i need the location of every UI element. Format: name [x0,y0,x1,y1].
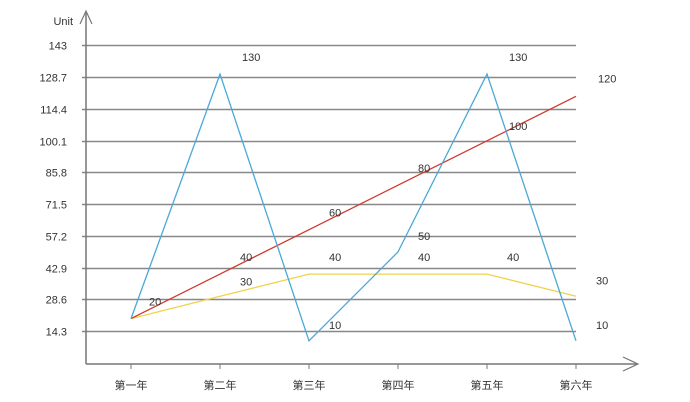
data-label: 130 [242,52,260,64]
y-axis-tick-labels: 14.3 28.6 42.9 57.2 71.5 85.8 100.1 114.4 128.7 1… [39,41,67,339]
y-tick-label: 143 [49,41,67,53]
series-line-red [130,95,577,320]
y-axis-arrow-icon [79,9,93,25]
x-tick-label: 第三年 [293,378,326,392]
y-tick-label: 71.5 [46,200,67,212]
data-label: 50 [418,231,430,243]
gridlines [82,44,576,333]
y-tick-label: 100.1 [39,137,67,149]
data-label: 80 [418,163,430,175]
data-label: 100 [509,121,527,133]
axes: Unit [53,9,640,372]
y-tick-label: 14.3 [46,327,67,339]
data-series [130,72,577,343]
series-line-yellow [130,273,577,320]
data-label: 40 [240,252,252,264]
data-label: 20 [149,297,161,309]
y-tick-label: 28.6 [46,295,67,307]
x-axis-ticks: 第一年 第二年 第三年 第四年 第五年 第六年 [115,364,593,392]
y-tick-label: 85.8 [46,168,67,180]
data-label: 40 [329,252,341,264]
y-tick-label: 42.9 [46,264,67,276]
series-line-blue [130,72,577,343]
y-tick-label: 128.7 [39,73,67,85]
data-label: 40 [418,252,430,264]
x-tick-label: 第一年 [115,378,148,392]
data-label: 130 [509,52,527,64]
y-axis-label: Unit [53,16,73,28]
data-label: 30 [596,275,608,287]
x-axis-arrow-icon [622,356,640,372]
x-tick-label: 第二年 [204,378,237,392]
x-tick-label: 第五年 [471,378,504,392]
data-label: 30 [240,276,252,288]
data-label: 10 [329,320,341,332]
data-label: 40 [507,252,519,264]
data-labels: 130 10 50 130 10 20 40 60 80 100 120 30 40 40 40 30 [149,52,616,332]
x-tick-label: 第六年 [560,378,593,392]
y-tick-label: 114.4 [40,105,67,117]
x-tick-label: 第四年 [382,378,415,392]
data-label: 60 [329,208,341,220]
data-label: 120 [598,73,616,85]
data-label: 10 [596,320,608,332]
y-tick-label: 57.2 [46,232,67,244]
